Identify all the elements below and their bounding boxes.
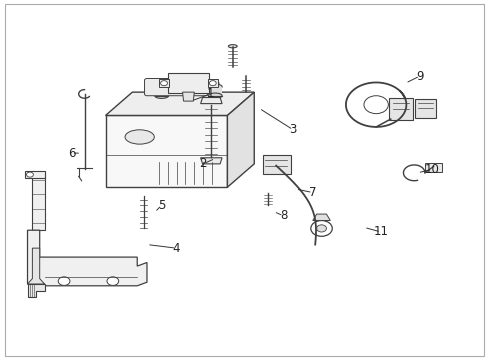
- Circle shape: [316, 225, 326, 232]
- Polygon shape: [200, 158, 222, 164]
- Text: 3: 3: [289, 123, 296, 136]
- Bar: [155, 87, 168, 96]
- Polygon shape: [27, 284, 44, 297]
- Text: 10: 10: [424, 163, 439, 176]
- Text: 11: 11: [373, 225, 388, 238]
- Polygon shape: [200, 98, 222, 104]
- Circle shape: [26, 172, 33, 177]
- Circle shape: [363, 96, 387, 114]
- Text: 8: 8: [279, 210, 286, 222]
- Circle shape: [310, 221, 331, 236]
- FancyBboxPatch shape: [388, 98, 412, 121]
- Polygon shape: [312, 214, 330, 221]
- Circle shape: [160, 81, 167, 86]
- Polygon shape: [159, 79, 168, 87]
- FancyBboxPatch shape: [262, 154, 290, 174]
- Text: 1: 1: [206, 87, 214, 100]
- Ellipse shape: [155, 93, 168, 98]
- Polygon shape: [182, 92, 194, 101]
- Ellipse shape: [158, 82, 165, 85]
- Text: 7: 7: [308, 186, 316, 199]
- Polygon shape: [32, 173, 44, 230]
- FancyBboxPatch shape: [167, 73, 208, 93]
- Polygon shape: [27, 230, 147, 286]
- Ellipse shape: [155, 84, 168, 89]
- Text: 9: 9: [415, 69, 423, 82]
- Text: 4: 4: [172, 242, 180, 255]
- Polygon shape: [207, 79, 217, 87]
- Text: 6: 6: [67, 147, 75, 159]
- Ellipse shape: [228, 45, 237, 48]
- Polygon shape: [27, 248, 44, 284]
- Ellipse shape: [211, 82, 219, 85]
- Ellipse shape: [208, 93, 222, 98]
- Polygon shape: [105, 116, 227, 187]
- Circle shape: [209, 81, 216, 86]
- Ellipse shape: [208, 84, 222, 89]
- Circle shape: [58, 277, 70, 285]
- FancyBboxPatch shape: [144, 78, 207, 96]
- FancyBboxPatch shape: [414, 99, 435, 118]
- Text: 2: 2: [199, 157, 206, 170]
- FancyBboxPatch shape: [425, 163, 441, 172]
- Text: 5: 5: [158, 199, 165, 212]
- Ellipse shape: [125, 130, 154, 144]
- Circle shape: [107, 277, 119, 285]
- Polygon shape: [25, 171, 44, 178]
- Bar: [208, 87, 222, 96]
- Polygon shape: [105, 92, 254, 116]
- Polygon shape: [227, 92, 254, 187]
